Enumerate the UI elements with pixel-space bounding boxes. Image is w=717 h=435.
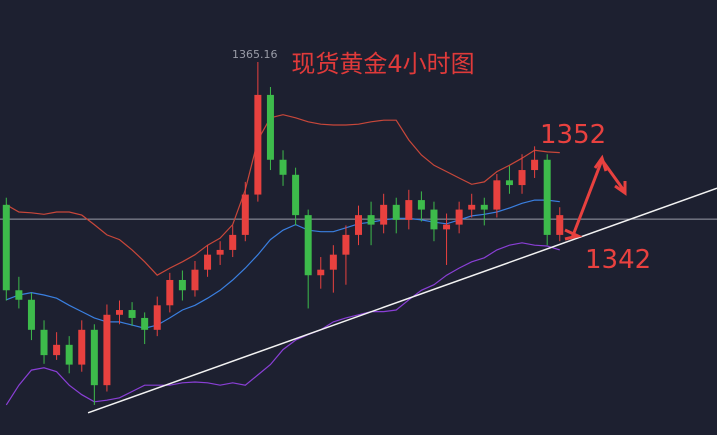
candle-body xyxy=(90,329,98,386)
candle-body xyxy=(216,249,224,255)
candle-body xyxy=(443,224,451,230)
candle-body xyxy=(304,215,312,276)
forecast-arrow xyxy=(564,154,627,241)
candle-body xyxy=(518,170,526,186)
candle-body xyxy=(405,200,413,220)
candle-body xyxy=(317,269,325,276)
candle-body xyxy=(128,310,136,318)
candle-body xyxy=(141,317,149,330)
candle-body xyxy=(15,290,23,300)
candle-body xyxy=(103,314,111,386)
candle-body xyxy=(78,329,86,365)
candle-body xyxy=(266,94,274,160)
candle-body xyxy=(455,209,463,225)
chart-title: 现货黄金4小时图 xyxy=(291,50,474,78)
candle-body xyxy=(292,174,300,216)
candle-body xyxy=(116,310,123,315)
candle-body xyxy=(417,200,425,210)
band-line xyxy=(6,114,560,276)
candle-body xyxy=(543,159,551,235)
candle-body xyxy=(204,254,212,270)
high-label: 1365.16 xyxy=(232,48,278,61)
band-line xyxy=(6,199,560,329)
candle-body xyxy=(493,180,501,210)
candle-body xyxy=(166,279,174,306)
candle-body xyxy=(241,194,249,235)
candle-body xyxy=(279,159,287,175)
candle-body xyxy=(505,180,513,186)
candle-body xyxy=(380,204,388,225)
candle-body xyxy=(254,94,262,195)
trend-line xyxy=(87,187,717,414)
candle-body xyxy=(367,215,375,225)
candle-body xyxy=(229,234,237,250)
candle-body xyxy=(40,329,48,356)
candle-body xyxy=(65,344,73,365)
candle-body xyxy=(53,344,61,356)
candle-body xyxy=(468,204,476,210)
annotation: 1342 xyxy=(585,245,651,275)
candle-body xyxy=(556,215,564,235)
candle-body xyxy=(430,209,438,230)
candle-body xyxy=(531,159,539,171)
band-line xyxy=(5,242,560,406)
candle-body xyxy=(153,305,161,330)
candle-body xyxy=(27,299,35,330)
candle-body xyxy=(392,204,400,220)
candle-body xyxy=(2,204,10,291)
candle-body xyxy=(191,269,199,291)
candle-body xyxy=(480,204,488,210)
candle-body xyxy=(342,234,350,255)
candle-body xyxy=(178,279,186,291)
candle-body xyxy=(329,254,337,270)
candle-body xyxy=(355,215,362,235)
annotation: 1352 xyxy=(540,120,606,150)
